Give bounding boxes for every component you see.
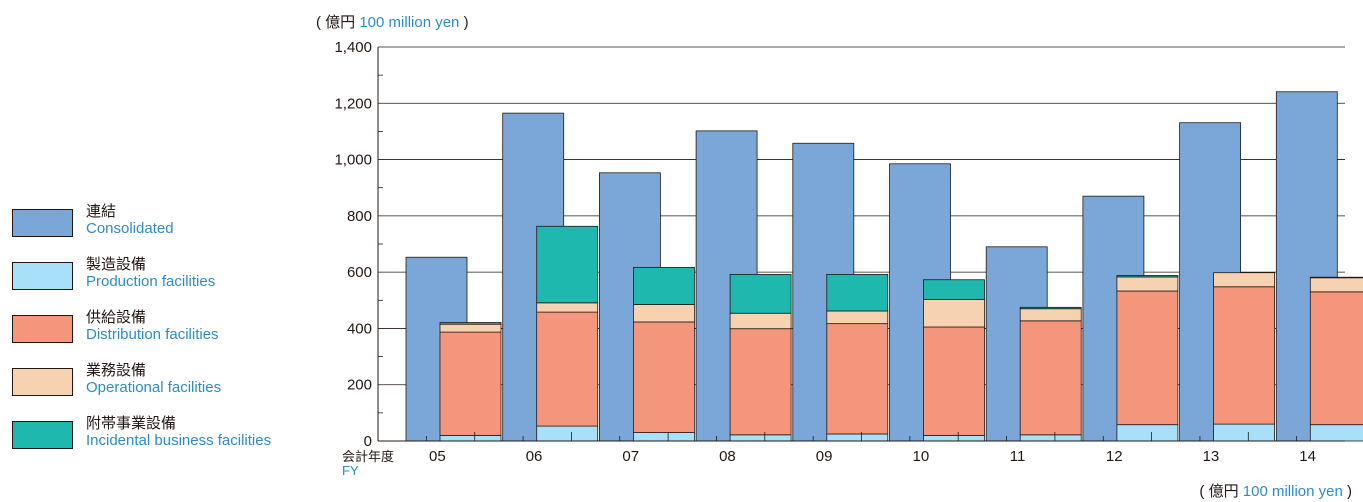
bar-segment-1 bbox=[1116, 290, 1179, 426]
bar-segment-0 bbox=[1213, 423, 1275, 442]
y-unit-label: ( 億円 100 million yen ) bbox=[316, 14, 469, 31]
x-axis-label-en: FY bbox=[342, 463, 359, 478]
legend-item-production: 製造設備 Production facilities bbox=[12, 256, 322, 296]
x-tick-label: 14 bbox=[1299, 448, 1316, 465]
bar-segment-3 bbox=[923, 279, 985, 300]
bar-segment-0 bbox=[729, 434, 792, 442]
bar-segment-2 bbox=[923, 299, 985, 328]
x-tick-label: 12 bbox=[1106, 448, 1123, 465]
bar-segment-2 bbox=[536, 302, 599, 313]
x-tick-label: 13 bbox=[1203, 448, 1220, 465]
y-tick-label: 0 bbox=[364, 433, 372, 450]
x-tick-label: 10 bbox=[913, 448, 930, 465]
y-tick-label: 1,000 bbox=[334, 152, 372, 169]
legend-swatch-distribution bbox=[12, 315, 73, 343]
bar-segment-1 bbox=[536, 311, 599, 427]
bar-segment-2 bbox=[729, 312, 792, 330]
bar-segment-1 bbox=[1019, 320, 1082, 436]
legend-label-jp: 製造設備 bbox=[86, 256, 147, 273]
bar-segment-3 bbox=[826, 273, 889, 312]
bar-segment-1 bbox=[729, 328, 792, 436]
bar-segment-1 bbox=[1213, 286, 1275, 425]
bar-segment-3 bbox=[1309, 276, 1363, 279]
legend-label-jp: 業務設備 bbox=[86, 362, 147, 379]
legend-swatch-incidental bbox=[12, 421, 73, 449]
x-tick-label: 08 bbox=[719, 448, 736, 465]
legend-label-jp: 附帯事業設備 bbox=[86, 415, 177, 432]
bar-segment-1 bbox=[1309, 291, 1363, 426]
y-tick-label: 400 bbox=[347, 320, 372, 337]
bar-segment-2 bbox=[1309, 277, 1363, 293]
bar-segment-1 bbox=[826, 323, 889, 435]
bar-segment-3 bbox=[536, 225, 599, 304]
bar-segment-2 bbox=[1213, 272, 1275, 288]
x-tick-label: 05 bbox=[429, 448, 446, 465]
bar-segment-1 bbox=[633, 321, 695, 433]
bar-segment-3 bbox=[439, 322, 502, 325]
legend-label-en: Distribution facilities bbox=[86, 326, 219, 343]
axis-labels: 0 200 400 600 800 1,000 1,200 1,400 05 06 07 08 09 10… bbox=[316, 14, 1352, 500]
legend-label-jp: 供給設備 bbox=[86, 309, 147, 326]
legend-swatch-production bbox=[12, 262, 73, 290]
bar-segment-0 bbox=[923, 434, 985, 442]
bar-segment-3 bbox=[729, 273, 792, 314]
bars bbox=[405, 91, 1363, 442]
bar-segment-2 bbox=[633, 304, 695, 323]
legend-item-operational: 業務設備 Operational facilities bbox=[12, 362, 322, 402]
axes bbox=[377, 47, 1345, 442]
legend-label-en: Consolidated bbox=[86, 220, 174, 237]
y-tick-label: 1,400 bbox=[334, 39, 372, 56]
bar-segment-1 bbox=[923, 326, 985, 436]
x-tick-label: 09 bbox=[816, 448, 833, 465]
x-axis-label-jp: 会計年度 bbox=[342, 449, 394, 464]
legend-item-consolidated: 連結 Consolidated bbox=[12, 203, 322, 243]
bar-segment-0 bbox=[439, 434, 502, 442]
y-tick-label: 800 bbox=[347, 208, 372, 225]
bar-segment-2 bbox=[1116, 276, 1179, 292]
y-tick-label: 600 bbox=[347, 264, 372, 281]
bar-segment-2 bbox=[826, 310, 889, 325]
bar-segment-3 bbox=[633, 266, 695, 305]
bar-segment-0 bbox=[536, 425, 599, 442]
bar-segment-1 bbox=[439, 331, 502, 436]
legend-item-distribution: 供給設備 Distribution facilities bbox=[12, 309, 322, 349]
bar-segment-2 bbox=[439, 323, 502, 333]
bar-segment-2 bbox=[1019, 308, 1082, 322]
bar-segment-0 bbox=[1309, 424, 1363, 442]
bottom-unit-label: ( 億円 100 million yen ) bbox=[1199, 483, 1352, 500]
legend-label-en: Production facilities bbox=[86, 273, 216, 290]
legend-swatch-operational bbox=[12, 368, 73, 396]
bar-segment-0 bbox=[826, 433, 889, 442]
y-tick-label: 200 bbox=[347, 377, 372, 394]
bar-segment-0 bbox=[633, 432, 695, 442]
x-tick-label: 11 bbox=[1010, 448, 1026, 465]
y-tick-label: 1,200 bbox=[334, 95, 372, 112]
bar-segment-0 bbox=[1116, 424, 1179, 442]
x-tick-label: 06 bbox=[526, 448, 543, 465]
legend-label-jp: 連結 bbox=[86, 203, 117, 220]
legend-swatch-consolidated bbox=[12, 209, 73, 237]
x-tick-label: 07 bbox=[622, 448, 639, 465]
legend-label-en: Incidental business facilities bbox=[86, 432, 272, 449]
legend-item-incidental: 附帯事業設備 Incidental business facilities bbox=[12, 415, 322, 455]
bar-segment-3 bbox=[1019, 306, 1082, 310]
bar-segment-0 bbox=[1019, 434, 1082, 442]
bar-segment-3 bbox=[1116, 275, 1179, 278]
legend-label-en: Operational facilities bbox=[86, 379, 222, 396]
